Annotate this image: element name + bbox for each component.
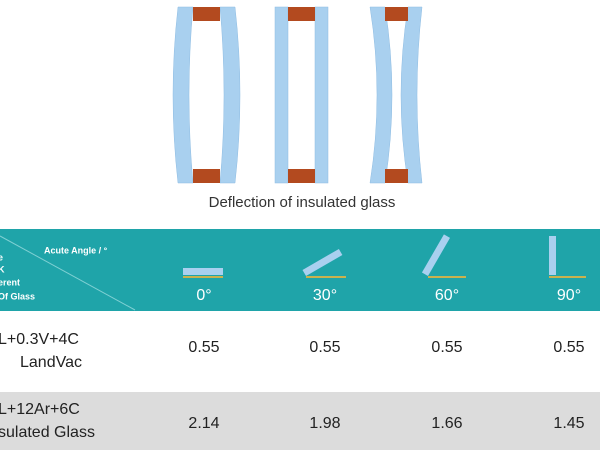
row-label: sulated Glass [0, 424, 95, 441]
glass-unit-concave [369, 6, 423, 184]
table-cell: 1.66 [431, 415, 462, 432]
column-header: 30° [313, 287, 337, 304]
corner-row-title: erent [0, 277, 20, 287]
row-label: LandVac [20, 354, 82, 371]
corner-row-title: Of Glass [0, 291, 35, 301]
column-header: 60° [435, 287, 459, 304]
table-cell: 2.14 [188, 415, 219, 432]
corner-column-title: Acute Angle / ° [44, 245, 108, 255]
corner-row-title: K [0, 264, 5, 274]
table-cell: 0.55 [309, 339, 340, 356]
corner-diagonal [0, 235, 136, 311]
row-label: L+12Ar+6C [0, 401, 80, 418]
angle-icon-60 [421, 234, 466, 278]
column-header: 90° [557, 287, 581, 304]
table-cell: 1.98 [309, 415, 340, 432]
glass-unit-convex [172, 6, 241, 184]
table-cell: 0.55 [188, 339, 219, 356]
angle-icon-0 [183, 268, 223, 278]
column-header: 0° [196, 287, 211, 304]
table-cell: 0.55 [553, 339, 584, 356]
glass-unit-flat [274, 6, 329, 184]
table-cell: 1.45 [553, 415, 584, 432]
table-row [0, 311, 600, 392]
angle-icon-90 [549, 236, 586, 278]
angle-icon-30 [302, 248, 346, 278]
table-header [0, 229, 600, 311]
table-row [0, 392, 600, 450]
corner-row-title: e [0, 252, 3, 262]
table-cell: 0.55 [431, 339, 462, 356]
row-label: L+0.3V+4C [0, 331, 79, 348]
caption: Deflection of insulated glass [209, 194, 396, 211]
